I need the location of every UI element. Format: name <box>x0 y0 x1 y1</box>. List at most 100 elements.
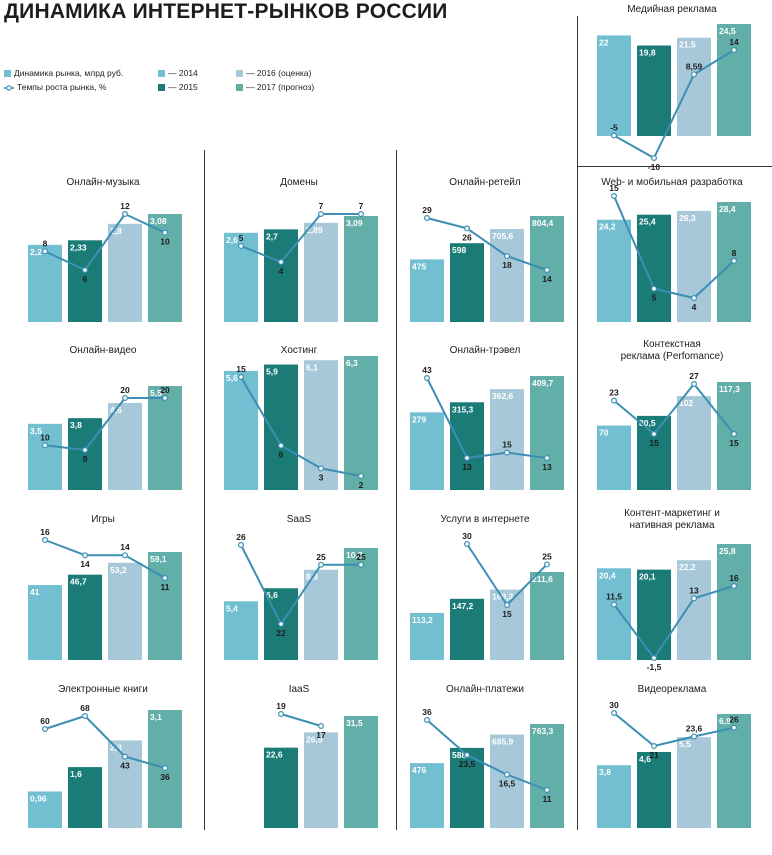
chart-title: Контекстная реклама (Perfomance) <box>621 339 724 362</box>
bar-value-label: 3,8 <box>70 420 82 430</box>
bar <box>108 562 142 660</box>
bar <box>304 732 338 828</box>
growth-point <box>358 211 365 218</box>
growth-line <box>613 712 735 747</box>
bar <box>108 740 142 828</box>
growth-label: 60 <box>40 716 50 726</box>
growth-label: 11 <box>161 582 170 592</box>
bar-value-label: 804,4 <box>532 218 554 228</box>
growth-point <box>81 552 88 559</box>
growth-point <box>41 725 48 732</box>
bar-value-label: 3,08 <box>150 216 167 226</box>
growth-line <box>613 383 735 435</box>
chart-title: Медийная реклама <box>627 4 717 15</box>
growth-label: 36 <box>160 772 170 782</box>
growth-label: 29 <box>422 205 432 215</box>
legend-item-2016: — 2016 (оценка) <box>236 68 311 78</box>
growth-label: 43 <box>120 761 130 771</box>
bar <box>490 229 524 322</box>
bar <box>224 601 258 660</box>
growth-label: 23 <box>609 388 619 398</box>
bar <box>677 210 711 322</box>
growth-label: 43 <box>422 365 432 375</box>
growth-label: -5 <box>610 123 618 133</box>
growth-label: 2 <box>359 480 364 490</box>
growth-label: 15 <box>649 438 659 448</box>
bar <box>597 568 631 660</box>
growth-point <box>610 193 617 200</box>
growth-point <box>650 742 657 749</box>
growth-point <box>690 595 697 602</box>
bar-value-label: 169,3 <box>492 592 514 602</box>
growth-label: 13 <box>462 462 472 472</box>
legend-swatch-2016 <box>236 70 243 77</box>
chart-title-line: Домены <box>280 177 318 188</box>
growth-label: 23,6 <box>686 723 703 733</box>
bar-value-label: 22,6 <box>266 750 283 760</box>
growth-label: 26 <box>236 532 246 542</box>
growth-point <box>730 431 737 438</box>
growth-label: 6 <box>83 274 88 284</box>
growth-point <box>650 285 657 292</box>
bar-value-label: 24,2 <box>599 222 616 232</box>
growth-point <box>543 561 550 568</box>
growth-label: 15 <box>609 183 619 193</box>
bar-value-label: 3,5 <box>30 426 42 436</box>
growth-point <box>690 295 697 302</box>
bar <box>68 574 102 660</box>
growth-label: 25 <box>542 551 552 561</box>
bar-value-label: 31,5 <box>346 718 363 728</box>
growth-label: 8,59 <box>686 61 703 71</box>
legend-item-2017: — 2017 (прогноз) <box>236 82 314 92</box>
growth-point <box>504 601 511 608</box>
legend-item-bars: Динамика рынка, млрд руб. <box>4 68 123 78</box>
growth-label: 8 <box>732 248 737 258</box>
chart-panel: Видеореклама 3,8 4,6 5,5 6,9 30 21 23,6 26 <box>597 684 751 828</box>
growth-label: 20 <box>120 385 130 395</box>
growth-point <box>41 536 48 543</box>
legend-line-marker <box>4 84 14 91</box>
growth-point <box>730 582 737 589</box>
growth-point <box>121 395 128 402</box>
growth-line <box>426 377 548 459</box>
bar-value-label: 2,33 <box>70 242 87 252</box>
growth-line <box>280 713 322 727</box>
legend-label-2015: — 2015 <box>168 82 198 92</box>
bar-value-label: 26,3 <box>679 213 696 223</box>
chart-title: SaaS <box>287 514 312 525</box>
growth-label: 16 <box>729 573 739 583</box>
chart-title: IaaS <box>289 684 310 695</box>
bar <box>148 386 182 490</box>
growth-point <box>650 654 657 661</box>
bar <box>530 724 564 828</box>
bar-value-label: 279 <box>412 414 426 424</box>
legend-label-2017: — 2017 (прогноз) <box>246 82 315 92</box>
growth-point <box>121 753 128 760</box>
bar-value-label: 5,4 <box>226 603 238 613</box>
bar <box>148 552 182 660</box>
growth-point <box>730 724 737 731</box>
growth-label: 17 <box>316 730 326 740</box>
legend-label-2016: — 2016 (оценка) <box>246 68 312 78</box>
bar-value-label: 20,4 <box>599 570 616 580</box>
bar-value-label: 28,4 <box>719 204 736 214</box>
growth-point <box>162 395 169 402</box>
growth-label: 14 <box>80 559 90 569</box>
legend-item-2014: — 2014 <box>158 68 198 78</box>
growth-label: 11,5 <box>606 592 622 602</box>
legend-item-2015: — 2015 <box>158 82 198 92</box>
chart-title-line: Медийная реклама <box>627 4 717 15</box>
bar <box>344 716 378 828</box>
growth-point <box>424 215 431 222</box>
growth-point <box>690 71 697 78</box>
growth-line <box>44 213 166 271</box>
growth-label: 25 <box>316 552 326 562</box>
bar-value-label: 588 <box>452 750 466 760</box>
bar-value-label: 6,3 <box>346 358 358 368</box>
growth-line <box>240 213 361 263</box>
bar-value-label: 6,1 <box>306 362 318 372</box>
growth-label: 7 <box>359 201 364 211</box>
bar-value-label: 59,1 <box>150 554 167 564</box>
